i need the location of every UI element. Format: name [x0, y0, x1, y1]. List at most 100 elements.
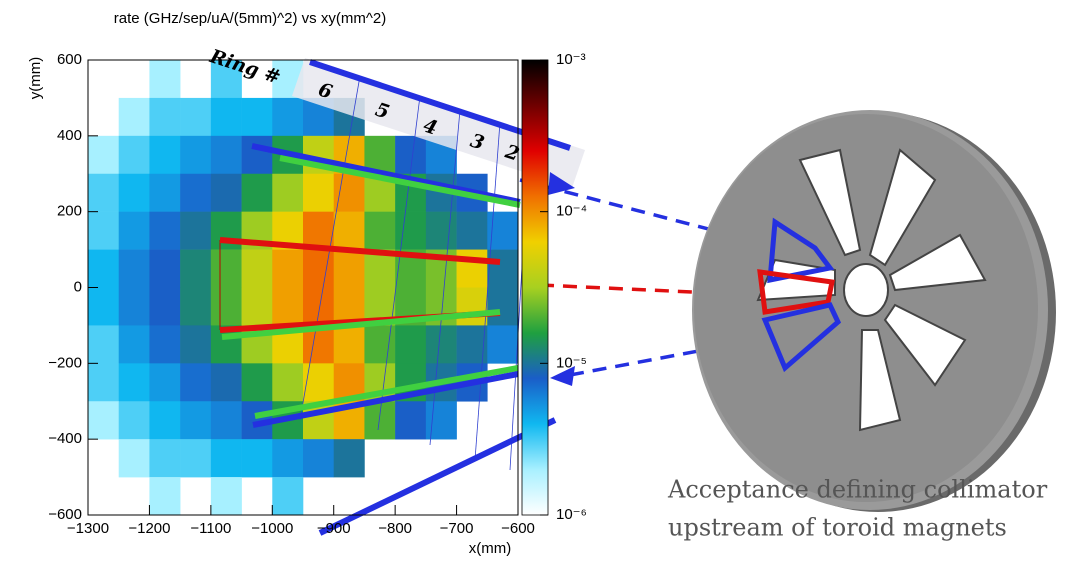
x-tick-label: −1000 [251, 520, 293, 537]
x-tick-label: −600 [501, 520, 535, 537]
y-tick-label: 200 [57, 203, 82, 220]
heat-cell [149, 174, 180, 212]
heat-cell [88, 250, 119, 288]
heat-cell [119, 174, 150, 212]
heat-cell [426, 325, 457, 363]
heat-cell [303, 250, 334, 288]
heat-cell [149, 439, 180, 477]
heat-cell [149, 250, 180, 288]
heat-cell [211, 98, 242, 136]
heat-cell [242, 98, 273, 136]
heat-cell [272, 288, 303, 326]
heat-cell [457, 212, 488, 250]
caption: upstream of toroid magnets [668, 514, 1007, 542]
figure: rate (GHz/sep/uA/(5mm)^2) vs xy(mm^2) x(… [0, 0, 1085, 561]
colorbar-tick-label: 10⁻⁶ [556, 506, 587, 523]
heat-cell [364, 212, 395, 250]
heat-cell [211, 439, 242, 477]
x-axis-label: x(mm) [469, 540, 511, 557]
heat-cell [119, 212, 150, 250]
colorbar [522, 60, 548, 515]
heat-cell [119, 401, 150, 439]
heat-cell [242, 288, 273, 326]
heat-cell [334, 212, 365, 250]
heat-cell [149, 136, 180, 174]
heat-cell [334, 250, 365, 288]
y-axis-label: y(mm) [27, 57, 44, 99]
heat-cell [334, 439, 365, 477]
heat-cell [149, 288, 180, 326]
heat-cell [119, 250, 150, 288]
heat-cell [303, 439, 334, 477]
heat-cell [272, 439, 303, 477]
x-tick-label: −900 [317, 520, 351, 537]
heat-cell [426, 401, 457, 439]
heat-cell [119, 325, 150, 363]
heat-cell [272, 363, 303, 401]
colorbar-tick-label: 10⁻³ [556, 51, 586, 68]
heat-cell [395, 212, 426, 250]
heat-cell [88, 401, 119, 439]
heat-cell [457, 250, 488, 288]
heat-cell [242, 174, 273, 212]
heat-cell [303, 288, 334, 326]
heat-cell [272, 174, 303, 212]
heat-cell [88, 136, 119, 174]
heat-cell [272, 250, 303, 288]
heat-cell [487, 325, 518, 363]
heat-cell [334, 325, 365, 363]
heat-cell [242, 439, 273, 477]
chart-title: rate (GHz/sep/uA/(5mm)^2) vs xy(mm^2) [114, 10, 386, 27]
heat-cell [88, 363, 119, 401]
heat-cell [180, 136, 211, 174]
heat-cell [119, 363, 150, 401]
heat-cell [364, 401, 395, 439]
heat-cell [303, 174, 334, 212]
caption: Acceptance defining collimator [667, 476, 1048, 504]
y-tick-label: 400 [57, 127, 82, 144]
heat-cell [395, 401, 426, 439]
y-tick-label: −400 [48, 430, 82, 447]
y-tick-label: −200 [48, 354, 82, 371]
heat-cell [303, 363, 334, 401]
heat-cell [180, 325, 211, 363]
heat-cell [457, 288, 488, 326]
heat-cell [272, 98, 303, 136]
heat-cell [149, 98, 180, 136]
heat-cell [180, 439, 211, 477]
heat-cell [180, 288, 211, 326]
heat-cell [211, 136, 242, 174]
colorbar-tick-label: 10⁻⁴ [556, 203, 587, 220]
y-tick-label: 600 [57, 51, 82, 68]
heat-cell [88, 174, 119, 212]
heat-cell [180, 363, 211, 401]
x-tick-label: −1100 [190, 520, 231, 537]
x-tick-label: −700 [440, 520, 474, 537]
heat-cell [426, 212, 457, 250]
heat-cell [149, 325, 180, 363]
heat-cell [395, 325, 426, 363]
heat-cell [334, 174, 365, 212]
colorbar-tick-label: 10⁻⁵ [556, 354, 587, 371]
heat-cell [211, 477, 242, 515]
heat-cell [119, 288, 150, 326]
heat-cell [180, 98, 211, 136]
heat-cell [211, 250, 242, 288]
heat-cell [88, 288, 119, 326]
heat-cell [180, 212, 211, 250]
heat-cell [211, 401, 242, 439]
heat-cell [88, 212, 119, 250]
heat-cell [180, 250, 211, 288]
heat-cell [119, 136, 150, 174]
heat-cell [211, 363, 242, 401]
y-tick-label: −600 [48, 506, 82, 523]
heat-cell [211, 174, 242, 212]
heat-cell [149, 477, 180, 515]
heat-cell [149, 212, 180, 250]
heat-cell [88, 325, 119, 363]
heat-cell [180, 401, 211, 439]
heat-cell [119, 98, 150, 136]
heat-cell [242, 363, 273, 401]
x-tick-label: −1200 [128, 520, 170, 537]
heat-cell [487, 250, 518, 288]
